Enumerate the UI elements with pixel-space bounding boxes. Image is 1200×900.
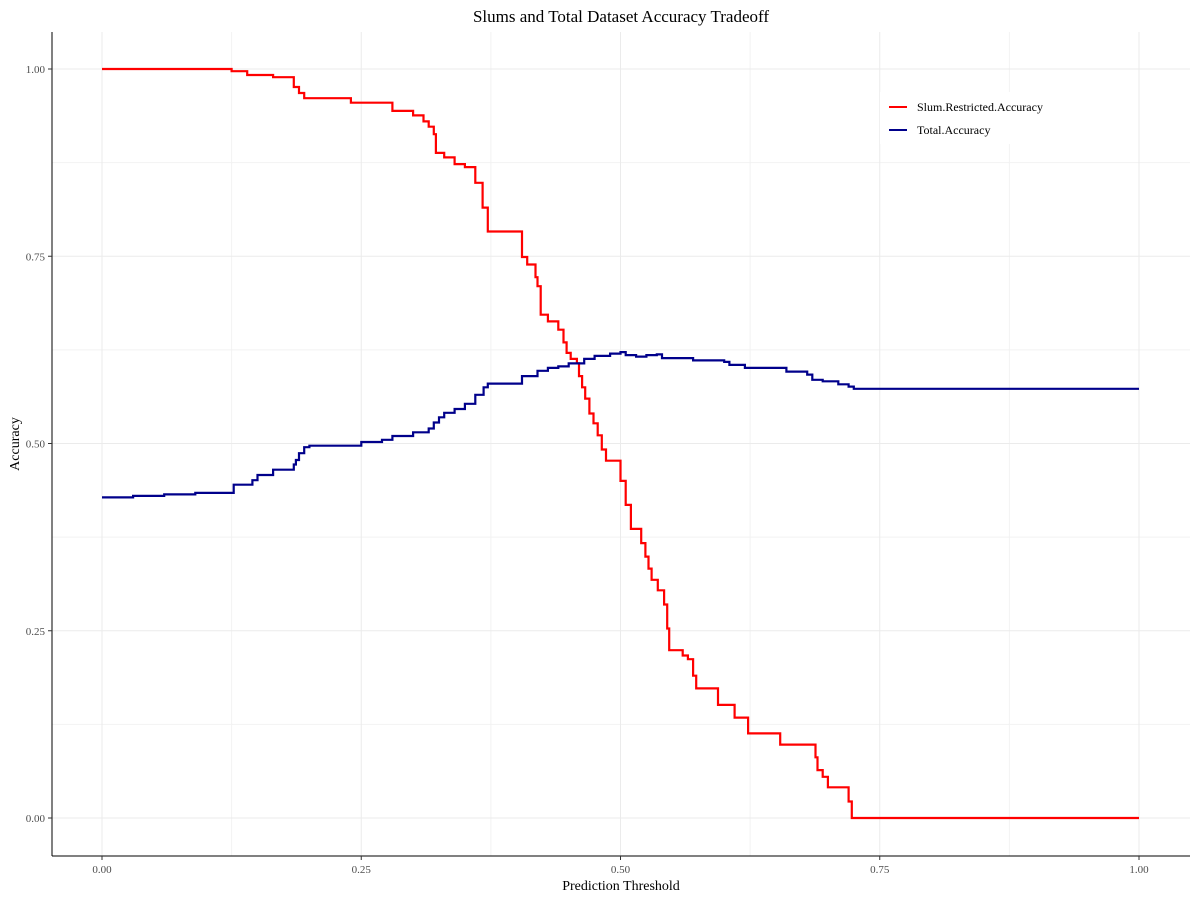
- ticks: 0.00 0.00 0.25 0.25 0.50 0.50 0.75 0.75 1.00 1.00: [26, 64, 1149, 876]
- legend-label-slum: Slum.Restricted.Accuracy: [917, 100, 1043, 114]
- y-tick-label: 0.25: [26, 626, 46, 638]
- legend: Slum.Restricted.Accuracy Total.Accuracy: [880, 92, 1055, 144]
- legend-background: [880, 92, 1055, 144]
- x-tick-label: 0.50: [611, 864, 631, 876]
- chart-title: Slums and Total Dataset Accuracy Tradeof…: [473, 7, 769, 26]
- y-axis-title: Accuracy: [8, 417, 23, 471]
- series-line-slum-restricted-accuracy: [102, 67, 1139, 820]
- series: [102, 67, 1139, 820]
- x-axis-title: Prediction Threshold: [562, 879, 680, 894]
- x-tick-label: 0.25: [352, 864, 372, 876]
- x-tick-label: 0.75: [870, 864, 890, 876]
- series-line-total-accuracy: [102, 351, 1139, 499]
- legend-label-total: Total.Accuracy: [917, 123, 990, 137]
- y-tick-label: 0.50: [26, 439, 46, 451]
- y-tick-label: 1.00: [26, 64, 46, 76]
- y-tick-label: 0.00: [26, 813, 46, 825]
- x-tick-label: 0.00: [92, 864, 112, 876]
- y-tick-label: 0.75: [26, 251, 46, 263]
- x-tick-label: 1.00: [1129, 864, 1149, 876]
